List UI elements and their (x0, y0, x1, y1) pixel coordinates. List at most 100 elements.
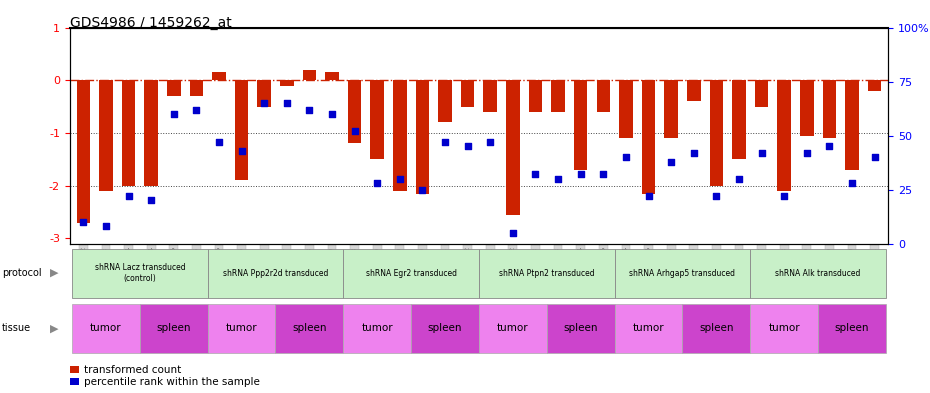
Point (279, 100, 294, 106)
Bar (234, 80, 248, 180)
Text: tissue: tissue (2, 323, 31, 333)
Bar (280, 80, 294, 86)
Point (392, 176, 407, 182)
Point (709, 193, 724, 199)
Point (777, 193, 791, 199)
Point (121, 193, 136, 199)
Point (370, 180, 385, 186)
Bar (547, 304, 615, 353)
Point (76, 219, 91, 225)
Bar (683, 304, 751, 353)
Bar (393, 80, 406, 191)
Text: tumor: tumor (497, 323, 528, 333)
Text: shRNA Ptpn2 transduced: shRNA Ptpn2 transduced (499, 269, 594, 277)
Bar (461, 80, 474, 107)
Point (528, 171, 543, 178)
Point (844, 180, 859, 186)
Text: shRNA Alk transduced: shRNA Alk transduced (776, 269, 861, 277)
Text: spleen: spleen (428, 323, 462, 333)
Bar (343, 249, 479, 298)
Text: spleen: spleen (564, 323, 598, 333)
Bar (528, 80, 542, 112)
Bar (506, 80, 520, 215)
Bar (144, 80, 158, 185)
Bar (615, 249, 751, 298)
Text: spleen: spleen (835, 323, 870, 333)
Bar (479, 304, 547, 353)
Point (641, 193, 656, 199)
Bar (574, 80, 588, 170)
Bar (777, 80, 790, 191)
Text: protocol: protocol (2, 268, 42, 278)
Bar (619, 80, 632, 138)
Text: shRNA Ppp2r2d transduced: shRNA Ppp2r2d transduced (223, 269, 328, 277)
Bar (167, 80, 180, 96)
Bar (207, 249, 343, 298)
Point (257, 100, 272, 106)
Bar (140, 304, 207, 353)
Bar (438, 80, 452, 122)
Text: shRNA Lacz transduced
(control): shRNA Lacz transduced (control) (95, 263, 185, 283)
Text: shRNA Arhgap5 transduced: shRNA Arhgap5 transduced (630, 269, 736, 277)
Text: ▶: ▶ (50, 268, 59, 278)
Bar (348, 80, 362, 143)
Bar (751, 249, 886, 298)
Bar (845, 80, 858, 170)
Bar (551, 80, 565, 112)
Bar (710, 80, 724, 185)
Bar (326, 72, 339, 80)
Bar (664, 80, 678, 138)
Point (415, 186, 430, 193)
Bar (72, 249, 207, 298)
Text: spleen: spleen (156, 323, 191, 333)
Point (234, 147, 249, 154)
Text: percentile rank within the sample: percentile rank within the sample (84, 376, 259, 387)
Point (867, 154, 882, 160)
Point (189, 107, 204, 113)
Bar (343, 304, 411, 353)
Text: spleen: spleen (292, 323, 326, 333)
Bar (411, 304, 479, 353)
Bar (755, 80, 768, 107)
Text: GDS4986 / 1459262_at: GDS4986 / 1459262_at (70, 16, 232, 30)
Bar (868, 80, 882, 91)
Point (483, 139, 498, 145)
Text: transformed count: transformed count (84, 365, 181, 375)
Point (686, 150, 701, 156)
Bar (370, 80, 384, 159)
Bar (212, 72, 226, 80)
Bar (190, 80, 203, 96)
Text: ▶: ▶ (50, 323, 59, 333)
Bar (818, 304, 886, 353)
Point (325, 111, 339, 117)
Bar (122, 80, 135, 185)
Bar (484, 80, 497, 112)
Text: spleen: spleen (699, 323, 734, 333)
Bar (800, 80, 814, 136)
Bar (76, 80, 90, 222)
Point (460, 143, 475, 149)
Point (664, 158, 679, 165)
Point (166, 111, 181, 117)
Bar (615, 304, 683, 353)
Bar (100, 80, 113, 191)
Point (596, 171, 611, 178)
Bar (479, 249, 615, 298)
Point (144, 197, 159, 204)
Bar (687, 80, 700, 101)
Bar (275, 304, 343, 353)
Text: tumor: tumor (226, 323, 258, 333)
Point (438, 139, 453, 145)
Point (347, 128, 362, 134)
Bar (596, 80, 610, 112)
Bar (732, 80, 746, 159)
Bar (751, 304, 818, 353)
Point (302, 107, 317, 113)
Point (754, 150, 769, 156)
Text: tumor: tumor (90, 323, 122, 333)
Point (99, 223, 113, 230)
Text: tumor: tumor (632, 323, 664, 333)
Bar (207, 304, 275, 353)
Bar (823, 80, 836, 138)
Point (551, 176, 565, 182)
